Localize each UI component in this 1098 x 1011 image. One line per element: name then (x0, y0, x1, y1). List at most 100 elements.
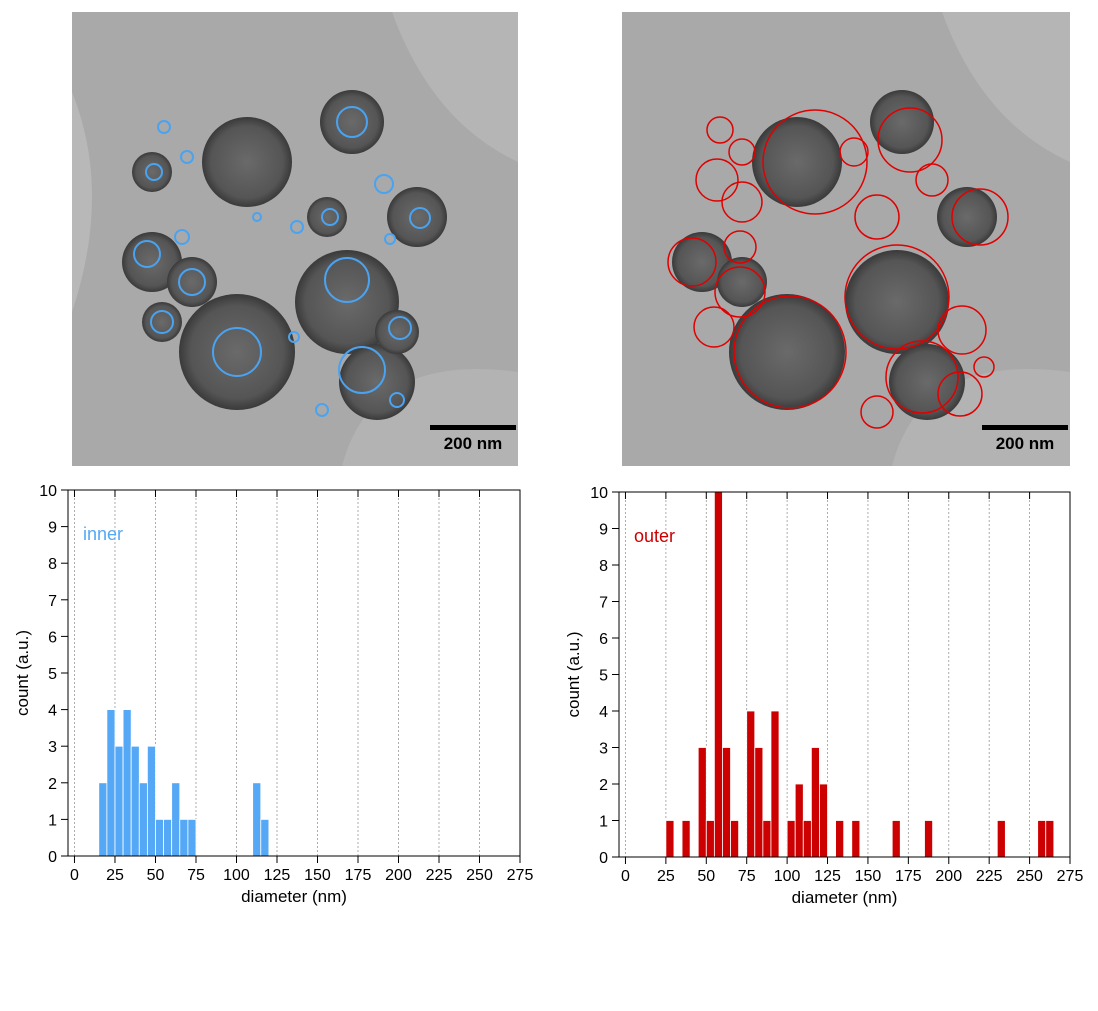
micrograph-inner: 200 nm (72, 12, 518, 466)
bar (1037, 820, 1047, 858)
annotation: outer (634, 526, 675, 546)
bar (122, 709, 132, 857)
bar (730, 820, 740, 858)
bar (802, 820, 812, 858)
grid-hole (342, 369, 518, 466)
bar (705, 820, 715, 858)
bar (996, 820, 1006, 858)
bar (155, 819, 164, 857)
bar (106, 709, 116, 857)
x-tick-label: 175 (895, 868, 922, 885)
y-axis-title: count (a.u.) (564, 632, 583, 718)
plot-frame (618, 491, 1071, 858)
x-tick-label: 125 (264, 867, 291, 884)
particles (672, 90, 997, 420)
x-tick-label: 150 (855, 868, 882, 885)
bar (786, 820, 796, 858)
bar (713, 491, 723, 858)
y-tick-label: 6 (599, 631, 608, 648)
bar (770, 710, 780, 858)
x-tick-label: 125 (814, 868, 841, 885)
y-tick-label: 0 (599, 850, 608, 867)
bar (98, 782, 108, 857)
y-tick-label: 3 (599, 741, 608, 758)
y-tick-label: 10 (39, 483, 57, 500)
outer-outlines (667, 107, 1009, 429)
x-tick-label: 250 (1016, 868, 1043, 885)
x-tick-label: 25 (657, 868, 675, 885)
bar (171, 782, 181, 857)
bar (819, 783, 828, 858)
bar (924, 820, 933, 858)
bar (851, 820, 861, 858)
x-tick-label: 75 (738, 868, 756, 885)
x-tick-label: 225 (426, 867, 453, 884)
y-tick-label: 5 (599, 668, 608, 685)
bar (187, 819, 197, 857)
y-tick-label: 0 (48, 849, 57, 866)
bar (138, 782, 148, 857)
y-tick-label: 10 (590, 485, 608, 502)
y-tick-label: 4 (48, 703, 57, 720)
micrograph-outer: 200 nm (622, 12, 1070, 466)
bar (722, 747, 731, 858)
x-axis-title: diameter (nm) (792, 888, 898, 907)
y-tick-label: 3 (48, 739, 57, 756)
x-tick-label: 175 (345, 867, 372, 884)
bar (179, 819, 189, 857)
x-tick-label: 25 (106, 867, 124, 884)
x-tick-label: 250 (466, 867, 493, 884)
bar (754, 747, 764, 858)
y-tick-label: 7 (599, 595, 608, 612)
y-tick-label: 8 (48, 556, 57, 573)
bar (746, 710, 756, 858)
scale-label: 200 nm (444, 434, 503, 453)
bar (114, 745, 124, 857)
bar (665, 820, 675, 858)
x-tick-label: 275 (1057, 868, 1084, 885)
bar (681, 820, 691, 858)
x-tick-label: 200 (935, 868, 962, 885)
inner-outlines (133, 106, 431, 417)
y-tick-label: 1 (48, 812, 57, 829)
bar (163, 819, 173, 857)
bar (260, 819, 270, 857)
bar (810, 747, 820, 858)
x-tick-label: 100 (223, 867, 250, 884)
bar (252, 782, 262, 857)
y-tick-label: 2 (48, 776, 57, 793)
y-tick-label: 9 (48, 520, 57, 537)
bar (146, 745, 156, 857)
annotation: inner (83, 524, 123, 544)
bar (130, 745, 140, 857)
x-tick-label: 100 (774, 868, 801, 885)
grid-hole (392, 12, 518, 162)
x-axis-title: diameter (nm) (241, 887, 347, 906)
scale-bar (430, 425, 516, 430)
scale-bar (982, 425, 1068, 430)
plot-frame (67, 489, 521, 857)
grid-hole (892, 369, 1070, 466)
y-tick-label: 8 (599, 558, 608, 575)
x-tick-label: 0 (621, 868, 630, 885)
bar (794, 783, 804, 858)
bar (835, 820, 845, 858)
y-tick-label: 1 (599, 814, 608, 831)
x-tick-label: 75 (187, 867, 205, 884)
y-tick-label: 4 (599, 704, 608, 721)
x-tick-label: 275 (507, 867, 534, 884)
y-tick-label: 2 (599, 777, 608, 794)
x-tick-label: 225 (976, 868, 1003, 885)
y-tick-label: 6 (48, 629, 57, 646)
grid-hole (72, 92, 92, 312)
x-tick-label: 200 (385, 867, 412, 884)
y-axis-title: count (a.u.) (13, 630, 32, 716)
x-tick-label: 150 (304, 867, 331, 884)
x-tick-label: 50 (147, 867, 165, 884)
grid-hole (942, 12, 1070, 162)
x-tick-label: 0 (70, 867, 79, 884)
bar (1045, 820, 1055, 858)
y-tick-label: 5 (48, 666, 57, 683)
bar (891, 820, 901, 858)
